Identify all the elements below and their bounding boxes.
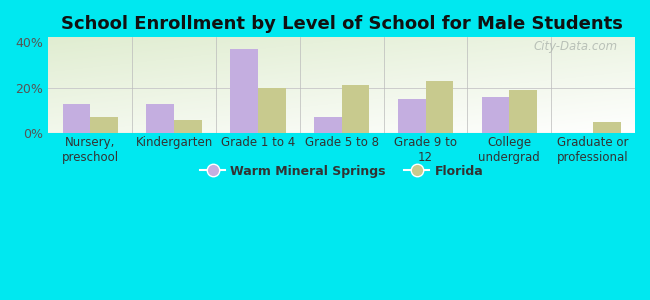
Bar xyxy=(62,103,90,133)
Title: School Enrollment by Level of School for Male Students: School Enrollment by Level of School for… xyxy=(61,15,623,33)
Bar xyxy=(146,103,174,133)
Text: City-Data.com: City-Data.com xyxy=(533,40,618,53)
Bar xyxy=(510,90,537,133)
Bar xyxy=(230,49,258,133)
Legend: Warm Mineral Springs, Florida: Warm Mineral Springs, Florida xyxy=(195,160,488,183)
Bar xyxy=(90,117,118,133)
Bar xyxy=(593,122,621,133)
Bar xyxy=(426,81,453,133)
Bar xyxy=(398,99,426,133)
Bar xyxy=(314,117,342,133)
Bar xyxy=(174,120,202,133)
Bar xyxy=(258,88,285,133)
Bar xyxy=(342,85,369,133)
Bar xyxy=(482,97,510,133)
